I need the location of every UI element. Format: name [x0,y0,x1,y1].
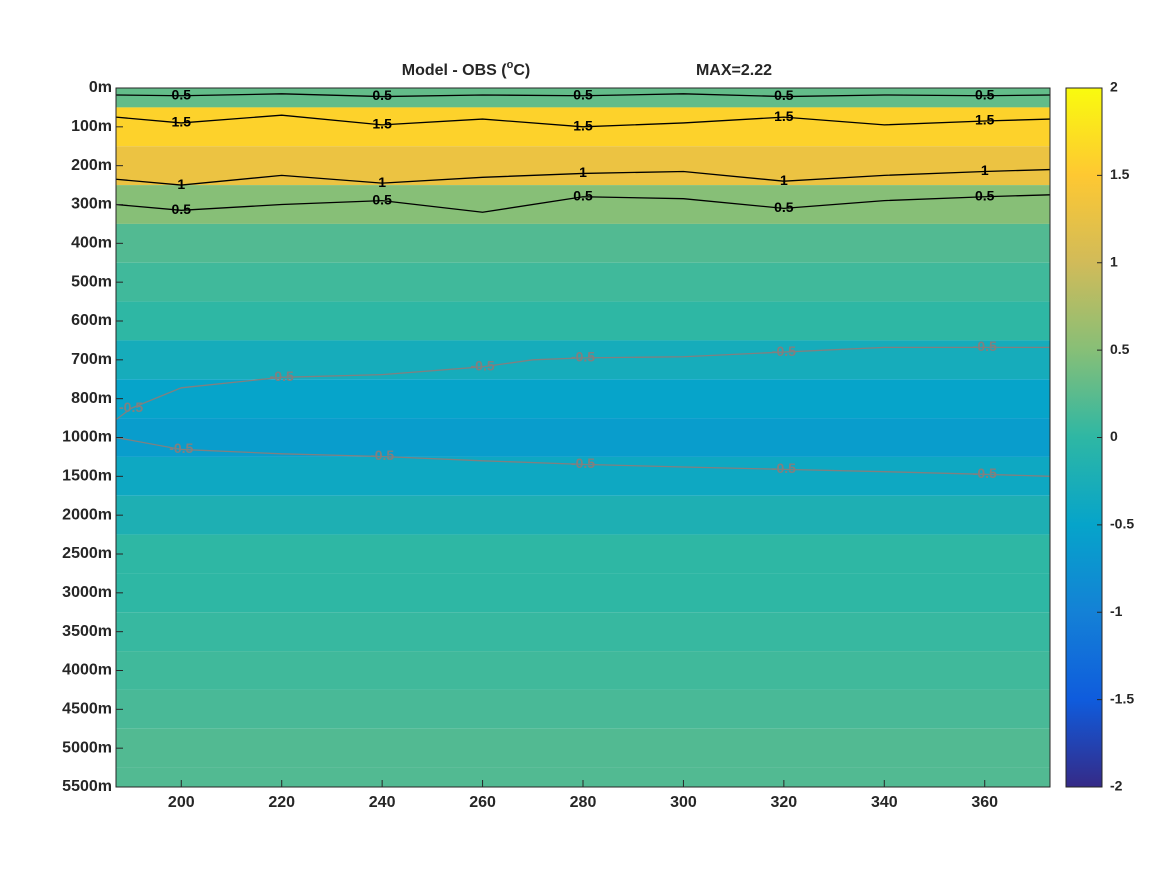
contour-label: 0.5 [774,199,794,215]
field-band [116,262,1050,302]
field-band [116,495,1050,535]
x-tick-label: 200 [168,794,195,811]
contour-label: -0.5 [119,399,143,415]
y-tick-label: 5500m [62,778,112,795]
title-text: Model - OBS ( [402,62,508,79]
title-superscript: o [507,59,514,71]
contour-label: 0.5 [573,187,593,203]
y-tick-label: 2000m [62,506,112,523]
y-tick-label: 1000m [62,429,112,446]
field-band [116,223,1050,263]
x-tick-label: 360 [971,794,998,811]
field-band [116,534,1050,574]
colorbar-tick-label: 0 [1110,428,1118,444]
y-tick-label: 3500m [62,623,112,640]
contour-line [115,436,1051,477]
field-band [116,728,1050,768]
contour-label: -0.5 [471,358,495,374]
field-band [116,689,1050,729]
chart-title: Model - OBS (oC) [402,59,531,79]
x-tick-label: 220 [268,794,295,811]
y-tick-label: 300m [71,196,112,213]
field-band [116,612,1050,652]
contour-label: 1 [177,176,185,192]
contour-line [115,194,1051,213]
y-tick-label: 4500m [62,701,112,718]
contour-label: -0.5 [973,465,997,481]
colorbar-tick-label: 0.5 [1110,341,1130,357]
colorbar-tick-label: -2 [1110,778,1123,794]
field-band [116,573,1050,613]
field-band [116,301,1050,341]
y-tick-label: 700m [71,351,112,368]
y-tick-label: 4000m [62,662,112,679]
field-band [116,651,1050,690]
contour-label: 1 [378,174,386,190]
y-tick-label: 5000m [62,739,112,756]
contour-label: 1.5 [372,116,392,132]
field-band [116,88,1050,108]
y-tick-label: 3000m [62,584,112,601]
field-band [116,456,1050,496]
colorbar-tick-label: 1.5 [1110,166,1130,182]
contour-label: -0.5 [270,368,294,384]
contour-label: 0.5 [975,187,995,203]
colorbar-tick-label: -1.5 [1110,690,1134,706]
colorbar [1065,87,1103,788]
contour-label: -0.5 [370,447,394,463]
x-tick-label: 260 [469,794,496,811]
y-tick-label: 100m [71,118,112,135]
x-tick-label: 320 [771,794,798,811]
annotation: MAX=2.22 [696,62,772,79]
y-tick-label: 800m [71,390,112,407]
contour-label: -0.5 [169,440,193,456]
contour-label: 1 [579,164,587,180]
contour-label: 1.5 [774,108,794,124]
contour-label: 0.5 [774,87,794,103]
contour-line [115,168,1051,186]
colorbar-tick-label: -1 [1110,603,1123,619]
contour-label: -0.5 [571,455,595,471]
contour-line [115,93,1051,98]
contour-label: 1.5 [975,112,995,128]
contour-label: 1.5 [172,114,192,130]
contour-label: 0.5 [975,86,995,102]
x-tick-label: 340 [871,794,898,811]
contour-label: 0.5 [372,191,392,207]
contour-label: 1 [981,162,989,178]
contour-label: -0.5 [973,338,997,354]
y-tick-label: 400m [71,235,112,252]
title-text: C) [513,62,530,79]
field-band [116,379,1050,419]
contour-line [115,114,1051,128]
y-tick-label: 2500m [62,545,112,562]
contour-label: 0.5 [172,86,192,102]
contour-label: -0.5 [772,343,796,359]
x-tick-label: 280 [570,794,597,811]
field-band [116,767,1050,787]
contour-label: 0.5 [573,86,593,102]
y-tick-label: 1500m [62,468,112,485]
colorbar-tick-label: 2 [1110,79,1118,95]
contour-label: 1 [780,172,788,188]
colorbar-tick-label: -0.5 [1110,516,1134,532]
field-band [116,418,1050,457]
y-tick-label: 500m [71,273,112,290]
contour-label: -0.5 [571,349,595,365]
y-tick-label: 600m [71,312,112,329]
contour-label: 1.5 [573,118,593,134]
x-tick-label: 240 [369,794,396,811]
y-tick-label: 200m [71,157,112,174]
contour-label: 0.5 [172,201,192,217]
contour-label: -0.5 [772,460,796,476]
contour-label: 0.5 [372,87,392,103]
field-band [116,146,1050,186]
x-tick-label: 300 [670,794,697,811]
colorbar-tick-label: 1 [1110,253,1118,269]
contour-line [115,346,1050,421]
y-tick-label: 0m [89,79,112,96]
